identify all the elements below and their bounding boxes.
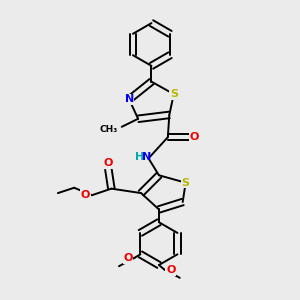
- Text: H: H: [135, 152, 144, 162]
- Text: O: O: [190, 132, 199, 142]
- Text: S: S: [170, 89, 178, 99]
- Text: O: O: [166, 265, 176, 275]
- Text: CH₃: CH₃: [99, 125, 117, 134]
- Text: N: N: [124, 94, 134, 104]
- Text: N: N: [142, 152, 151, 162]
- Text: O: O: [123, 254, 133, 263]
- Text: O: O: [104, 158, 113, 168]
- Text: S: S: [182, 178, 190, 188]
- Text: O: O: [81, 190, 90, 200]
